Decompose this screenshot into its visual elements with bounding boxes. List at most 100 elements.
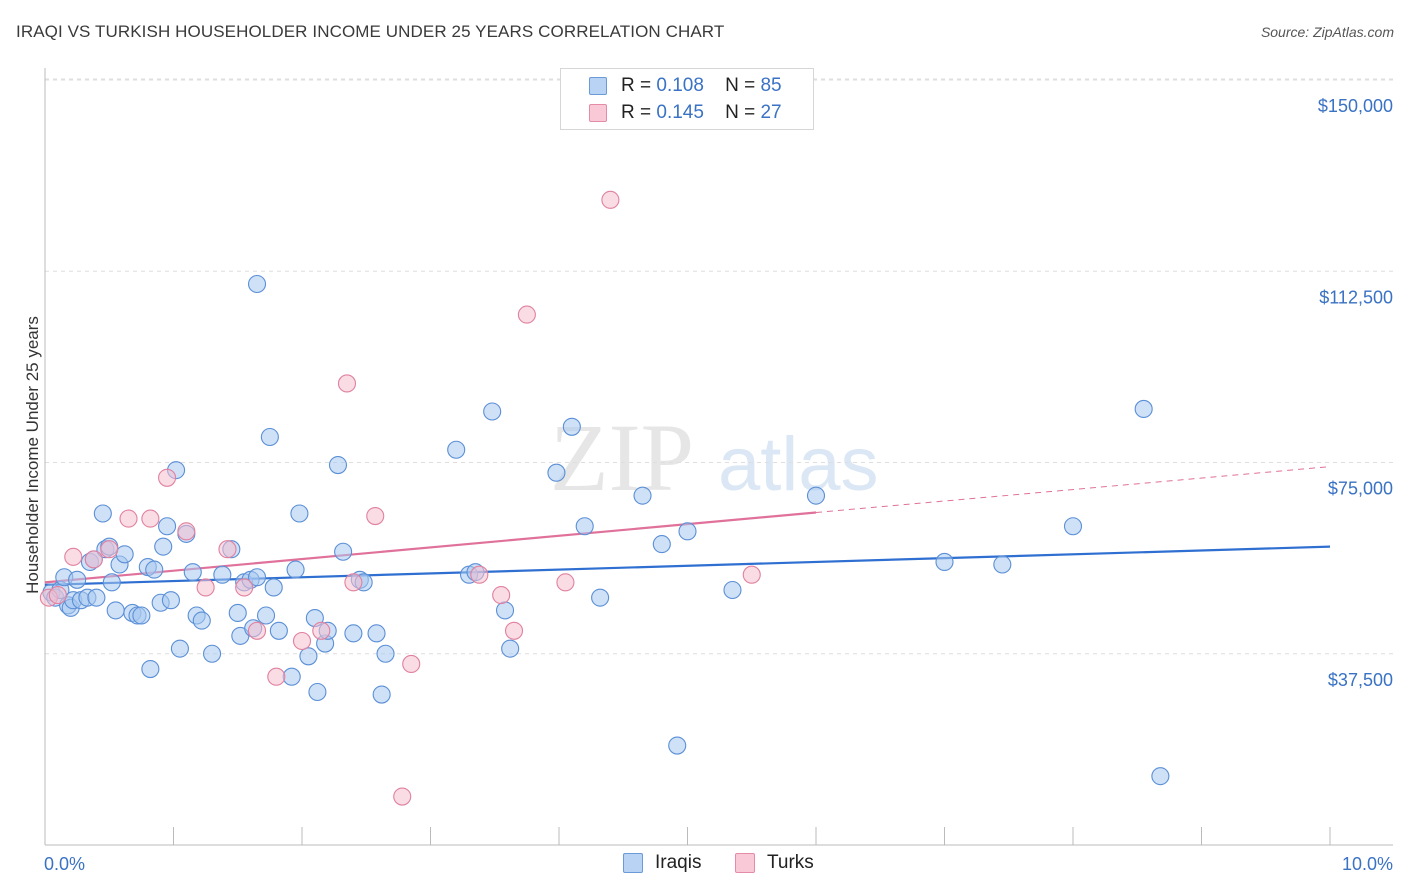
chart-title: IRAQI VS TURKISH HOUSEHOLDER INCOME UNDE…	[16, 22, 725, 41]
data-point-turks	[64, 547, 83, 566]
data-point-iraqis	[501, 639, 520, 658]
data-point-iraqis	[678, 522, 697, 541]
data-point-iraqis	[1063, 517, 1083, 536]
data-point-iraqis	[575, 517, 594, 536]
source-label: Source: ZipAtlas.com	[1260, 24, 1394, 40]
data-point-turks	[492, 586, 511, 605]
data-point-turks	[366, 506, 385, 526]
legend-label-iraqis: Iraqis	[655, 852, 702, 873]
data-point-iraqis	[806, 486, 826, 505]
data-point-iraqis	[115, 545, 134, 564]
data-point-turks	[267, 667, 286, 686]
data-point-iraqis	[447, 440, 466, 459]
data-point-iraqis	[170, 639, 189, 658]
data-point-iraqis	[154, 537, 173, 556]
data-point-turks	[158, 468, 177, 487]
data-point-iraqis	[247, 274, 267, 294]
data-point-turks	[742, 565, 761, 584]
data-point-turks	[247, 621, 267, 640]
trend-line-turks	[815, 466, 1331, 513]
data-point-iraqis	[269, 621, 288, 640]
data-point-iraqis	[145, 560, 164, 579]
data-point-iraqis	[141, 659, 160, 679]
data-point-iraqis	[282, 667, 301, 686]
data-point-iraqis	[161, 591, 180, 610]
data-point-iraqis	[102, 573, 121, 592]
legend-r-value-turks: 0.145	[656, 102, 704, 123]
legend-r-value-iraqis: 0.108	[656, 75, 704, 96]
data-point-turks	[292, 631, 312, 651]
data-point-iraqis	[668, 736, 687, 755]
data-point-iraqis	[132, 606, 151, 625]
data-point-iraqis	[334, 542, 353, 561]
data-point-turks	[235, 578, 254, 597]
data-point-iraqis	[328, 455, 348, 475]
data-point-turks	[393, 787, 412, 806]
data-point-iraqis	[633, 486, 652, 505]
data-point-iraqis	[562, 417, 581, 436]
y-tick-label: $150,000	[1318, 96, 1393, 116]
data-point-turks	[517, 305, 536, 324]
legend-swatch-iraqis	[589, 77, 607, 95]
data-point-iraqis	[68, 570, 87, 589]
data-point-turks	[402, 654, 421, 674]
data-point-turks	[100, 540, 119, 559]
y-tick-label: $75,000	[1328, 479, 1393, 499]
data-point-iraqis	[183, 563, 202, 582]
data-point-iraqis	[299, 647, 318, 666]
data-point-iraqis	[106, 601, 125, 620]
data-point-iraqis	[495, 601, 515, 620]
y-axis-label: Householder Income Under 25 years	[23, 316, 42, 594]
data-point-iraqis	[192, 611, 211, 630]
data-point-iraqis	[256, 606, 276, 625]
legend-n-value-iraqis: 85	[760, 75, 782, 96]
data-point-turks	[344, 573, 363, 592]
x-tick-label: 0.0%	[44, 854, 85, 874]
legend-n-label: N =	[725, 75, 756, 96]
legend-r-label: R =	[621, 75, 652, 96]
data-point-iraqis	[1151, 767, 1170, 786]
data-point-iraqis	[652, 535, 671, 554]
data-point-iraqis	[547, 463, 566, 482]
data-point-iraqis	[203, 644, 222, 663]
data-point-turks	[504, 621, 524, 640]
data-point-turks	[218, 540, 237, 559]
data-point-iraqis	[264, 578, 283, 597]
data-point-iraqis	[993, 555, 1012, 574]
data-point-iraqis	[344, 624, 363, 643]
legend-r-label: R =	[621, 102, 652, 123]
legend-swatch-iraqis	[623, 853, 643, 873]
data-point-iraqis	[228, 603, 247, 623]
data-point-iraqis	[376, 644, 395, 663]
data-point-turks	[556, 573, 575, 592]
data-point-iraqis	[367, 624, 386, 643]
data-point-iraqis	[1134, 399, 1153, 419]
data-point-iraqis	[286, 560, 305, 579]
data-point-turks	[141, 509, 160, 528]
data-point-iraqis	[935, 552, 954, 572]
data-point-iraqis	[483, 402, 502, 421]
data-point-turks	[177, 522, 196, 541]
x-tick-label: 10.0%	[1342, 854, 1393, 874]
data-point-iraqis	[372, 685, 391, 704]
data-point-iraqis	[723, 580, 742, 600]
data-point-iraqis	[87, 588, 106, 607]
data-point-iraqis	[213, 565, 232, 584]
data-point-turks	[601, 190, 620, 209]
y-tick-label: $112,500	[1319, 287, 1393, 307]
legend-stats: R = 0.108 N = 85 R = 0.145 N = 27	[560, 68, 814, 130]
data-point-iraqis	[591, 588, 610, 607]
data-point-iraqis	[308, 682, 327, 702]
data-point-iraqis	[290, 504, 309, 523]
data-point-iraqis	[247, 568, 267, 587]
data-point-iraqis	[158, 517, 177, 536]
legend-label-turks: Turks	[767, 852, 814, 873]
data-point-turks	[48, 586, 67, 605]
watermark: ZIP atlas	[550, 404, 879, 511]
legend-n-value-turks: 27	[760, 102, 782, 123]
data-point-iraqis	[260, 427, 279, 447]
data-point-turks	[312, 621, 331, 640]
data-point-iraqis	[93, 504, 112, 523]
watermark-atlas: atlas	[718, 422, 879, 507]
legend-n-label: N =	[725, 102, 756, 123]
